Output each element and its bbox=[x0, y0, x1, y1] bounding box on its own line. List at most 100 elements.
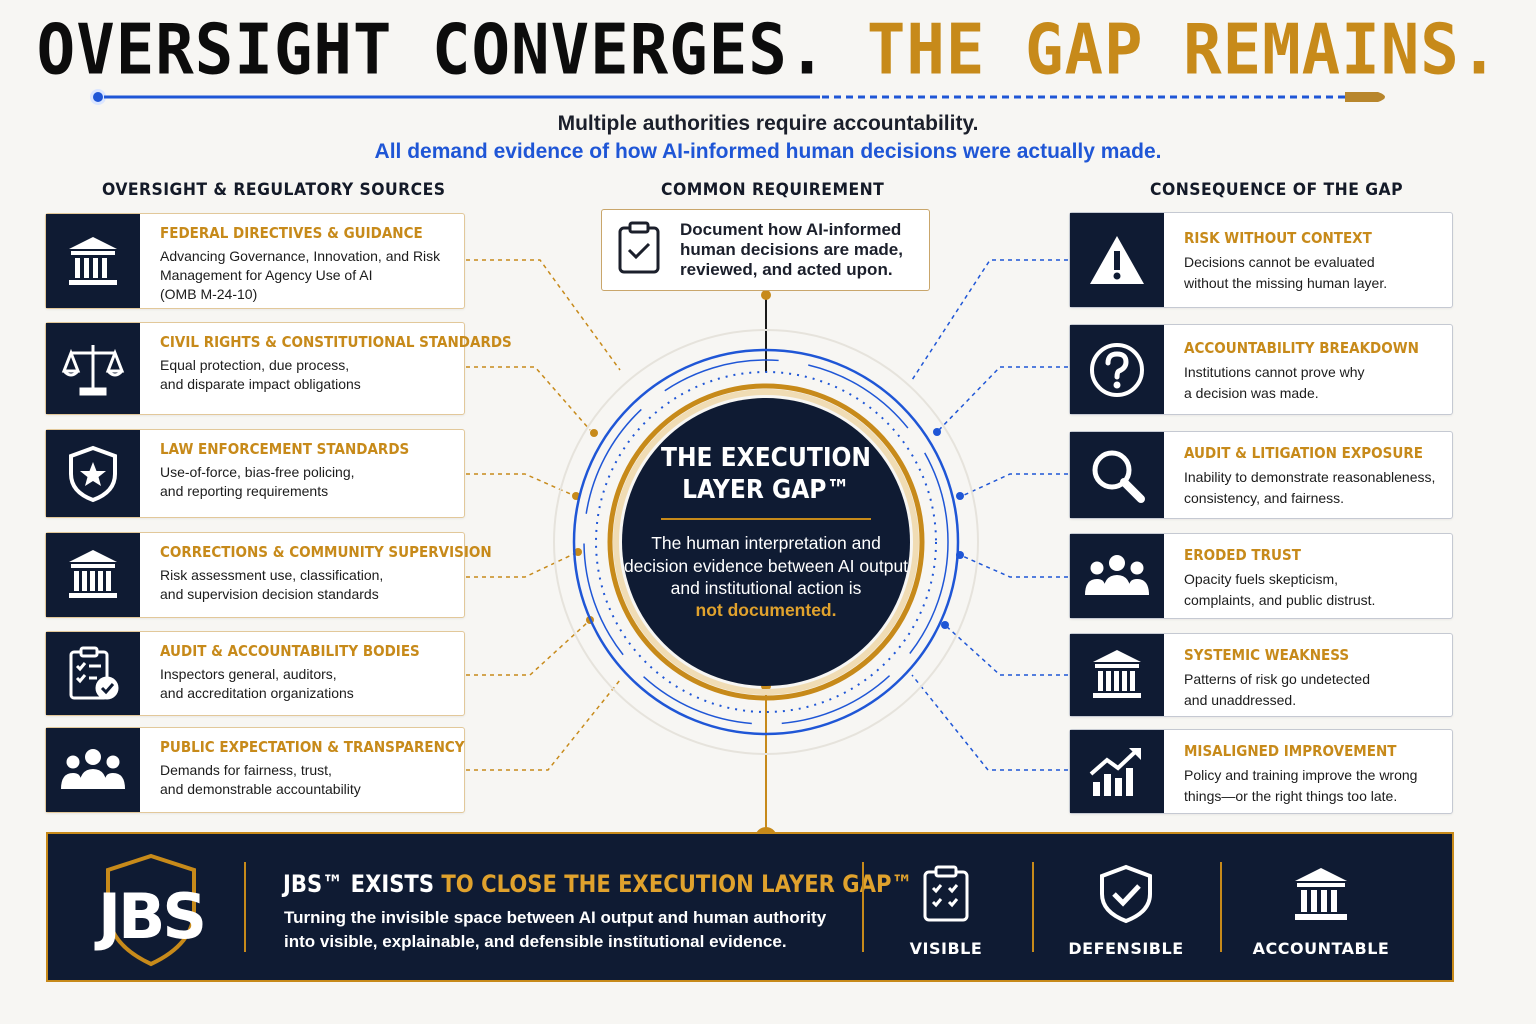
institution-building-icon bbox=[46, 533, 140, 617]
connector-dot bbox=[590, 429, 598, 437]
consequence-title: MISALIGNED IMPROVEMENT bbox=[1184, 742, 1397, 760]
checklist-clipboard-icon bbox=[616, 220, 662, 281]
logo-text: JBS bbox=[94, 880, 204, 953]
police-badge-icon bbox=[46, 430, 140, 517]
timeline-start-dot bbox=[93, 92, 103, 102]
core-desc: The human interpretation and decision ev… bbox=[623, 533, 909, 598]
banner-title-white: JBS™ EXISTS bbox=[283, 870, 442, 898]
consequence-desc: Policy and training improve the wrong bbox=[1184, 767, 1418, 783]
consequence-desc: Opacity fuels skepticism, bbox=[1184, 571, 1339, 587]
jbs-logo: JBS bbox=[94, 853, 207, 967]
connector-consequence-1 bbox=[911, 259, 1068, 381]
source-desc-2: and supervision decision standards bbox=[160, 586, 379, 602]
source-desc-2: and accreditation organizations bbox=[160, 685, 354, 701]
jbs-banner: JBS JBS™ EXISTS TO CLOSE THE EXECUTION L… bbox=[46, 832, 1454, 982]
consequence-desc-2: complaints, and public distrust. bbox=[1184, 592, 1376, 608]
consequence-desc-2: things—or the right things too late. bbox=[1184, 788, 1398, 804]
consequence-desc-2: consistency, and fairness. bbox=[1184, 490, 1345, 506]
pillar-accountable: ACCOUNTABLE bbox=[1236, 864, 1406, 958]
source-desc-2: and reporting requirements bbox=[160, 483, 329, 499]
requirement-connector-dot bbox=[761, 290, 771, 300]
connector-consequence-5 bbox=[944, 624, 1068, 676]
banner-description: Turning the invisible space between AI o… bbox=[284, 906, 826, 954]
column-heading-requirement: COMMON REQUIREMENT bbox=[661, 180, 885, 200]
banner-divider bbox=[1220, 862, 1222, 952]
source-desc: Equal protection, due process, bbox=[160, 357, 350, 373]
consequence-desc-2: a decision was made. bbox=[1184, 385, 1319, 401]
source-desc: Risk assessment use, classification, bbox=[160, 567, 384, 583]
source-title: AUDIT & ACCOUNTABILITY BODIES bbox=[160, 642, 420, 660]
pillar-label: DEFENSIBLE bbox=[1068, 939, 1184, 958]
shield-check-icon bbox=[1098, 864, 1154, 928]
warning-triangle-icon bbox=[1070, 213, 1164, 307]
source-card-audit-bodies: AUDIT & ACCOUNTABILITY BODIES Inspectors… bbox=[45, 631, 465, 716]
connector-dot bbox=[933, 428, 941, 436]
source-desc-2: and demonstrable accountability bbox=[160, 781, 361, 797]
blue-dotted-ring bbox=[595, 371, 937, 713]
connector-consequence-3 bbox=[961, 473, 1068, 497]
consequence-title: AUDIT & LITIGATION EXPOSURE bbox=[1184, 444, 1423, 462]
page-title: OVERSIGHT CONVERGES. THE GAP REMAINS. bbox=[0, 11, 1536, 91]
banner-divider bbox=[862, 862, 864, 952]
column-heading-sources: OVERSIGHT & REGULATORY SOURCES bbox=[102, 180, 446, 200]
banner-title: JBS™ EXISTS TO CLOSE THE EXECUTION LAYER… bbox=[283, 870, 913, 898]
pillar-label: VISIBLE bbox=[909, 939, 983, 958]
common-requirement-box: Document how AI-informed human decisions… bbox=[601, 209, 930, 291]
source-connectors bbox=[466, 259, 621, 771]
source-card-federal: FEDERAL DIRECTIVES & GUIDANCE Advancing … bbox=[45, 213, 465, 309]
subtitle-line-2: All demand evidence of how AI-informed h… bbox=[374, 140, 1162, 163]
consequence-card-audit-litigation: AUDIT & LITIGATION EXPOSURE Inability to… bbox=[1069, 431, 1453, 519]
rising-chart-icon bbox=[1070, 730, 1164, 813]
banner-divider bbox=[1032, 862, 1034, 952]
requirement-text: Document how AI-informed human decisions… bbox=[680, 220, 903, 279]
source-title: PUBLIC EXPECTATION & TRANSPARENCY bbox=[160, 738, 465, 756]
government-building-icon bbox=[1291, 868, 1351, 928]
scales-of-justice-icon bbox=[46, 323, 140, 414]
consequence-desc: Inability to demonstrate reasonableness, bbox=[1184, 469, 1436, 485]
consequence-title: SYSTEMIC WEAKNESS bbox=[1184, 646, 1350, 664]
source-desc: Inspectors general, auditors, bbox=[160, 666, 337, 682]
audit-clipboard-icon bbox=[46, 632, 140, 715]
consequence-title: RISK WITHOUT CONTEXT bbox=[1184, 229, 1372, 247]
timeline-rule bbox=[90, 89, 1385, 105]
execution-layer-gap-core: THE EXECUTION LAYER GAP™ The human inter… bbox=[622, 398, 910, 686]
source-desc: Demands for fairness, trust, bbox=[160, 762, 332, 778]
title-part-2: THE GAP REMAINS. bbox=[866, 11, 1500, 91]
consequence-desc-2: and unaddressed. bbox=[1184, 692, 1297, 708]
connector-source-4 bbox=[466, 551, 579, 578]
consequence-card-misaligned-improvement: MISALIGNED IMPROVEMENT Policy and traini… bbox=[1069, 729, 1453, 814]
source-title: CIVIL RIGHTS & CONSTITUTIONAL STANDARDS bbox=[160, 333, 512, 351]
source-desc: Use-of-force, bias-free policing, bbox=[160, 464, 355, 480]
core-divider bbox=[661, 518, 871, 520]
government-building-icon bbox=[46, 214, 140, 308]
source-title: FEDERAL DIRECTIVES & GUIDANCE bbox=[160, 224, 423, 242]
connector-consequence-6 bbox=[911, 674, 1068, 771]
source-desc-2: and disparate impact obligations bbox=[160, 376, 361, 392]
blue-outer-ring bbox=[572, 348, 960, 736]
consequence-desc: Institutions cannot prove why bbox=[1184, 364, 1365, 380]
consequence-card-accountability: ACCOUNTABILITY BREAKDOWN Institutions ca… bbox=[1069, 324, 1453, 415]
consequence-title: ERODED TRUST bbox=[1184, 546, 1301, 564]
source-card-public-expectation: PUBLIC EXPECTATION & TRANSPARENCY Demand… bbox=[45, 727, 465, 813]
logo-shield-outline bbox=[106, 853, 196, 967]
source-title: CORRECTIONS & COMMUNITY SUPERVISION bbox=[160, 543, 492, 561]
core-highlight: not documented. bbox=[695, 599, 837, 620]
connector-source-5 bbox=[466, 621, 589, 676]
core-title: THE EXECUTION LAYER GAP™ bbox=[660, 443, 872, 505]
connector-source-1 bbox=[466, 259, 621, 371]
pillar-visible: VISIBLE bbox=[861, 864, 1031, 958]
source-card-law-enforcement: LAW ENFORCEMENT STANDARDS Use-of-force, … bbox=[45, 429, 465, 518]
banner-line-2: into visible, explainable, and defensibl… bbox=[284, 932, 787, 951]
people-group-icon bbox=[1070, 534, 1164, 618]
consequence-card-eroded-trust: ERODED TRUST Opacity fuels skepticism, c… bbox=[1069, 533, 1453, 619]
title-part-1: OVERSIGHT CONVERGES. bbox=[36, 11, 828, 91]
pillar-label: ACCOUNTABLE bbox=[1252, 939, 1390, 958]
people-group-icon bbox=[46, 728, 140, 812]
connector-source-6 bbox=[466, 679, 621, 771]
consequence-desc: Decisions cannot be evaluated bbox=[1184, 254, 1375, 270]
core-rings bbox=[553, 329, 979, 755]
question-circle-icon bbox=[1070, 325, 1164, 414]
pillar-defensible: DEFENSIBLE bbox=[1041, 864, 1211, 958]
consequence-desc-2: without the missing human layer. bbox=[1184, 275, 1388, 291]
banner-line-1: Turning the invisible space between AI o… bbox=[284, 908, 827, 927]
